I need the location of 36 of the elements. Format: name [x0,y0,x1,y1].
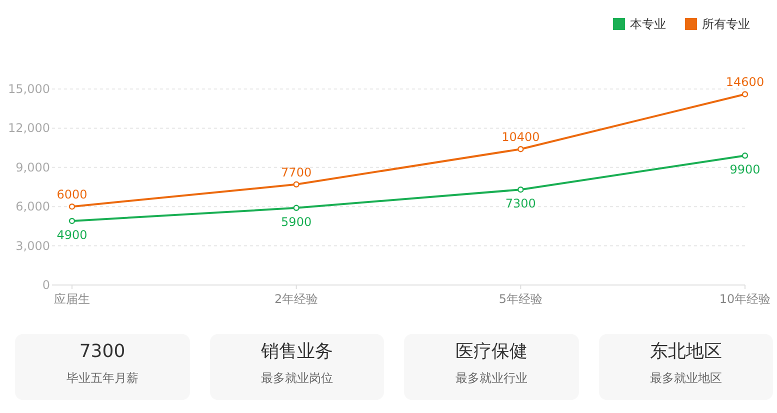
text: 最多就业地区 [648,370,723,387]
text: 毕业五年月薪 [65,370,140,387]
point [68,204,76,210]
legend-label: 本专业 [630,17,666,31]
point [518,186,524,193]
data-label: 6000 [56,188,88,202]
data-label: 10400 [502,130,540,144]
data-label: 7700 [281,165,312,180]
data-label: 7300 [505,196,536,211]
text: 销售业务 [260,340,334,364]
point [293,204,300,212]
y-tick-label: 9,000 [16,160,50,174]
x-tick-label: 5年经验 [498,292,542,306]
y-tick-label: 12,000 [8,121,50,136]
point [742,91,748,98]
text: 最多就业岗位 [260,370,334,387]
text: 7300 [78,340,126,364]
x-tick-label: 应届生 [54,292,90,306]
text: 医疗保健 [454,340,528,364]
data-label: 5900 [281,214,312,229]
x-tick-label: 2年经验 [274,292,318,306]
point [518,146,524,152]
data-label: 14600 [726,75,764,90]
y-tick-label: 15,000 [8,82,50,96]
legend-label: 所有专业 [702,17,750,31]
point [293,181,300,188]
text: 最多就业行业 [454,370,528,387]
y-tick-label: 6,000 [16,200,50,214]
point [68,218,76,224]
y-tick-label: 3,000 [16,238,50,253]
text: 东北地区 [648,340,723,364]
point [742,152,748,159]
x-tick-label: 10年经验 [719,292,771,306]
y-tick-label: 0 [42,278,50,292]
data-label: 4900 [56,228,88,242]
data-label: 9900 [730,162,760,177]
